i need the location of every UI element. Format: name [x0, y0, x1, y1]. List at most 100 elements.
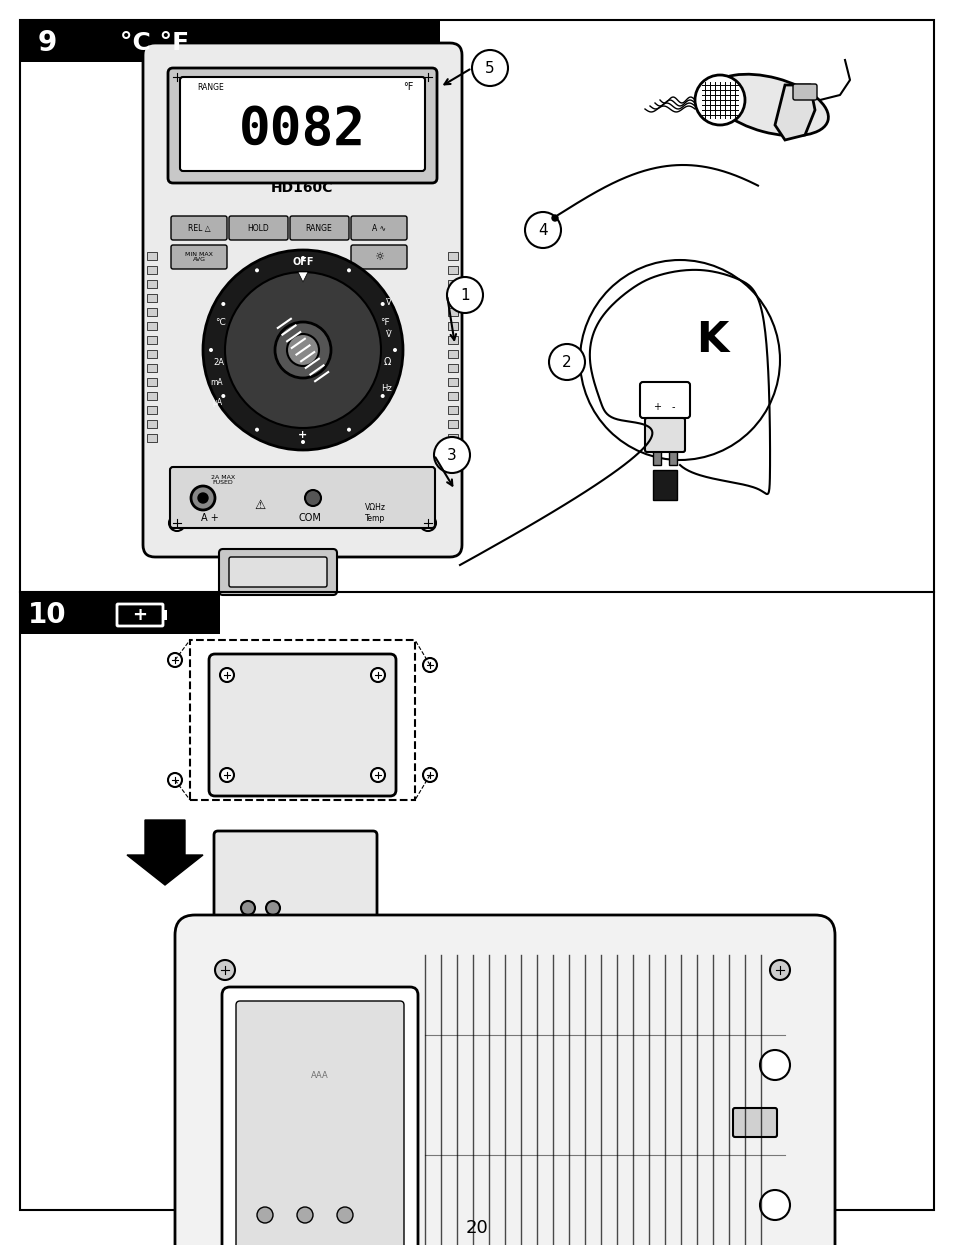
Text: HOLD: HOLD [247, 224, 269, 233]
Circle shape [769, 960, 789, 980]
Text: μA: μA [212, 397, 222, 407]
FancyBboxPatch shape [170, 467, 435, 528]
Bar [147, 392, 157, 400]
Circle shape [221, 303, 225, 306]
Circle shape [296, 1206, 313, 1223]
Bar [448, 378, 457, 386]
Circle shape [347, 269, 351, 273]
Circle shape [169, 68, 185, 85]
Circle shape [168, 652, 182, 667]
Bar [448, 336, 457, 344]
Circle shape [548, 344, 584, 380]
Text: 9: 9 [37, 29, 56, 57]
Text: 2A: 2A [213, 357, 224, 366]
Bar [448, 280, 457, 288]
Bar [652, 444, 660, 464]
Text: °F: °F [380, 317, 390, 326]
FancyBboxPatch shape [732, 1108, 776, 1137]
FancyBboxPatch shape [180, 77, 424, 171]
Text: ☼: ☼ [374, 251, 384, 261]
Text: HD160C: HD160C [271, 181, 333, 195]
Circle shape [422, 659, 436, 672]
Text: °C °F: °C °F [120, 31, 190, 55]
Text: +: + [298, 430, 307, 439]
Bar [147, 336, 157, 344]
Text: Ω: Ω [383, 357, 391, 367]
Circle shape [169, 515, 185, 532]
FancyBboxPatch shape [351, 215, 407, 240]
Polygon shape [774, 85, 814, 139]
Circle shape [760, 1050, 789, 1079]
Text: COM: COM [298, 513, 321, 523]
FancyBboxPatch shape [171, 245, 227, 269]
Circle shape [447, 276, 482, 312]
Circle shape [254, 428, 258, 432]
Circle shape [209, 349, 213, 352]
Circle shape [287, 334, 318, 366]
Circle shape [191, 486, 214, 510]
Text: 0082: 0082 [238, 105, 365, 156]
Text: V̄: V̄ [386, 298, 392, 306]
Bar [162, 610, 167, 620]
Text: mA: mA [211, 377, 223, 386]
FancyBboxPatch shape [213, 830, 376, 924]
Bar [147, 406, 157, 415]
FancyBboxPatch shape [168, 68, 436, 183]
Bar [147, 350, 157, 359]
Bar [448, 350, 457, 359]
Ellipse shape [711, 75, 827, 136]
Circle shape [220, 669, 233, 682]
FancyBboxPatch shape [235, 1001, 403, 1245]
Text: 4: 4 [537, 223, 547, 238]
FancyBboxPatch shape [351, 245, 407, 269]
FancyBboxPatch shape [143, 44, 461, 557]
Text: AAA: AAA [311, 1071, 329, 1079]
FancyBboxPatch shape [219, 549, 336, 595]
Bar [147, 420, 157, 428]
Circle shape [198, 493, 208, 503]
Circle shape [552, 215, 558, 222]
Text: A +: A + [201, 513, 218, 523]
Circle shape [393, 349, 396, 352]
Bar [147, 364, 157, 372]
Bar [147, 280, 157, 288]
Circle shape [380, 303, 384, 306]
Bar [448, 435, 457, 442]
Bar [147, 294, 157, 303]
Circle shape [241, 901, 254, 915]
Circle shape [221, 393, 225, 398]
Bar [448, 308, 457, 316]
FancyBboxPatch shape [174, 915, 834, 1245]
Circle shape [472, 50, 507, 86]
FancyBboxPatch shape [639, 382, 689, 418]
Circle shape [371, 669, 385, 682]
Text: OFF: OFF [292, 256, 314, 266]
Text: 5: 5 [485, 61, 495, 76]
Circle shape [301, 256, 305, 260]
FancyBboxPatch shape [209, 654, 395, 796]
Circle shape [419, 68, 436, 85]
Text: MIN MAX
AVG: MIN MAX AVG [185, 251, 213, 263]
Bar [147, 435, 157, 442]
Polygon shape [127, 820, 203, 885]
Bar [448, 266, 457, 274]
Circle shape [266, 901, 280, 915]
FancyBboxPatch shape [171, 215, 227, 240]
Text: °C: °C [215, 317, 226, 326]
Bar [668, 444, 677, 464]
Circle shape [168, 773, 182, 787]
Circle shape [760, 1190, 789, 1220]
FancyBboxPatch shape [644, 418, 684, 452]
Text: V̂: V̂ [386, 330, 392, 339]
Bar [448, 294, 457, 303]
Text: VΩHz: VΩHz [364, 503, 385, 512]
FancyBboxPatch shape [117, 604, 163, 626]
Circle shape [220, 768, 233, 782]
Circle shape [380, 393, 384, 398]
Bar [147, 266, 157, 274]
Bar [147, 322, 157, 330]
Text: ⚠: ⚠ [254, 498, 265, 512]
Bar [190, 640, 415, 801]
FancyBboxPatch shape [229, 215, 288, 240]
Bar [20, 593, 220, 634]
